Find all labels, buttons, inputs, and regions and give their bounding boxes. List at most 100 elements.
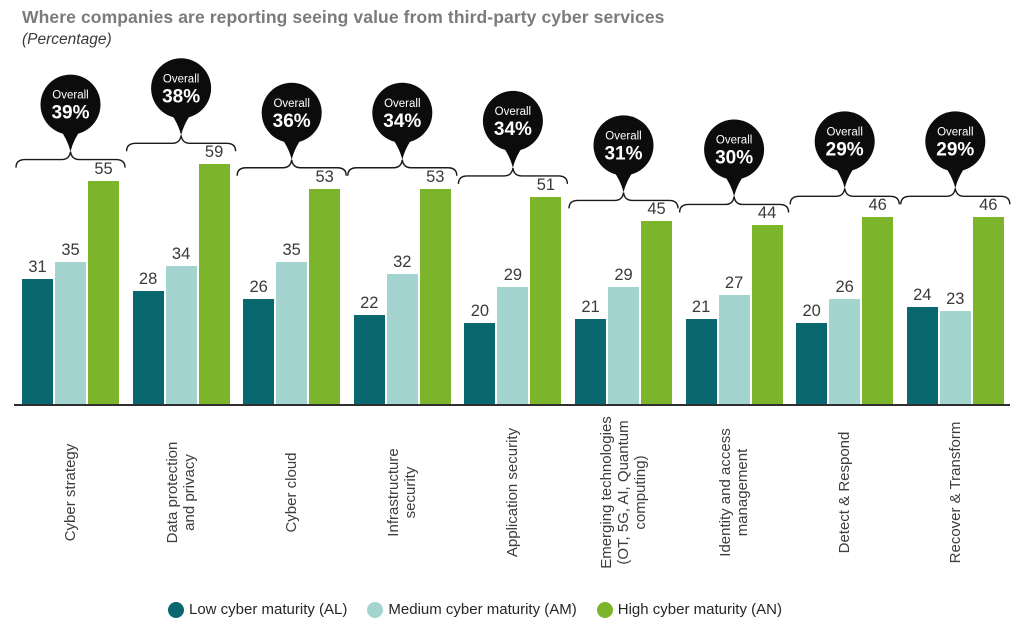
overall-value-group7: 30% bbox=[715, 147, 753, 168]
x-axis-label-group2: Data protection and privacy bbox=[164, 441, 199, 544]
x-axis-label-group1: Cyber strategy bbox=[62, 443, 79, 542]
bar-medium-group8 bbox=[829, 298, 861, 405]
legend: Low cyber maturity (AL) Medium cyber mat… bbox=[168, 601, 782, 618]
value-label-medium-group6: 29 bbox=[614, 265, 633, 284]
value-label-medium-group5: 29 bbox=[503, 265, 523, 284]
bar-chart: Overall 39% Overall 38% Overall 36% Overall 34%… bbox=[14, 58, 1011, 569]
bar-low-group5 bbox=[464, 323, 496, 405]
x-axis-label-group4: Infrastructure security bbox=[385, 448, 420, 537]
legend-label-low: Low cyber maturity (AL) bbox=[189, 601, 348, 618]
value-label-medium-group9: 23 bbox=[946, 290, 965, 309]
overall-caption-group7: Overall bbox=[716, 134, 752, 146]
value-label-low-group5: 20 bbox=[470, 302, 490, 321]
bar-high-group6 bbox=[641, 221, 672, 405]
overall-balloon-group4 bbox=[372, 82, 433, 143]
overall-caption-group8: Overall bbox=[826, 126, 862, 138]
overall-caption-group5: Overall bbox=[495, 106, 531, 118]
value-label-high-group8: 46 bbox=[868, 196, 887, 215]
legend-item-high: High cyber maturity (AN) bbox=[596, 601, 782, 618]
bar-medium-group2 bbox=[165, 266, 197, 405]
value-label-low-group3: 26 bbox=[249, 277, 268, 296]
x-axis-label-group3: Cyber cloud bbox=[283, 452, 301, 533]
value-label-high-group7: 44 bbox=[757, 204, 777, 223]
x-axis-label-group6: Emerging technologies (OT, 5G, AI, Quantu… bbox=[598, 416, 649, 569]
overall-value-group5: 34% bbox=[494, 119, 532, 140]
legend-swatch-high-icon bbox=[596, 601, 613, 618]
value-label-low-group4: 22 bbox=[360, 294, 379, 313]
overall-value-group1: 39% bbox=[51, 103, 89, 124]
overall-caption-group1: Overall bbox=[52, 90, 88, 102]
legend-label-high: High cyber maturity (AN) bbox=[617, 601, 782, 618]
value-label-high-group9: 46 bbox=[979, 196, 998, 215]
overall-value-group9: 29% bbox=[936, 139, 974, 160]
value-label-high-group1: 55 bbox=[94, 159, 113, 178]
bar-medium-group1 bbox=[55, 262, 86, 405]
overall-value-group6: 31% bbox=[604, 143, 642, 164]
x-axis-label-group8: Detect & Respond bbox=[836, 431, 854, 554]
bar-medium-group9 bbox=[939, 311, 971, 405]
value-label-high-group3: 53 bbox=[315, 167, 334, 186]
overall-balloon-group2 bbox=[151, 58, 212, 119]
bar-low-group1 bbox=[22, 278, 53, 405]
bar-medium-group6 bbox=[608, 286, 639, 405]
bar-high-group1 bbox=[88, 180, 119, 405]
bar-low-group4 bbox=[353, 315, 385, 405]
value-label-high-group5: 51 bbox=[536, 175, 556, 194]
bar-medium-group5 bbox=[497, 286, 529, 405]
legend-swatch-medium-icon bbox=[367, 601, 384, 618]
legend-item-low: Low cyber maturity (AL) bbox=[168, 601, 347, 618]
value-label-high-group2: 59 bbox=[204, 143, 224, 162]
bar-low-group9 bbox=[906, 307, 938, 405]
bar-high-group2 bbox=[198, 164, 230, 405]
overall-value-group8: 29% bbox=[826, 139, 864, 160]
bar-high-group9 bbox=[972, 217, 1004, 405]
value-label-high-group4: 53 bbox=[426, 167, 445, 186]
overall-value-group3: 36% bbox=[273, 111, 311, 132]
bar-high-group4 bbox=[419, 188, 451, 405]
value-label-medium-group4: 32 bbox=[393, 253, 412, 272]
value-label-low-group2: 28 bbox=[138, 269, 158, 288]
x-axis-label-group7: Identity and access management bbox=[717, 428, 752, 557]
value-label-medium-group8: 26 bbox=[835, 277, 854, 296]
overall-balloon-group6 bbox=[593, 115, 654, 176]
overall-balloon-group9 bbox=[925, 111, 986, 172]
bar-low-group7 bbox=[685, 319, 717, 405]
overall-caption-group2: Overall bbox=[163, 73, 199, 85]
overall-caption-group4: Overall bbox=[384, 98, 420, 110]
overall-caption-group9: Overall bbox=[937, 126, 973, 138]
overall-balloon-group3 bbox=[261, 82, 322, 143]
overall-caption-group6: Overall bbox=[605, 130, 641, 142]
overall-balloon-group8 bbox=[814, 111, 875, 172]
bar-low-group6 bbox=[575, 319, 606, 405]
bar-medium-group7 bbox=[718, 294, 750, 405]
value-label-low-group6: 21 bbox=[581, 298, 600, 317]
value-label-low-group1: 31 bbox=[28, 257, 47, 276]
overall-caption-group3: Overall bbox=[273, 98, 309, 110]
overall-balloon-group7 bbox=[704, 119, 765, 180]
bar-high-group3 bbox=[309, 188, 341, 405]
bar-medium-group4 bbox=[386, 274, 418, 405]
x-axis-line bbox=[14, 404, 1010, 406]
bar-low-group2 bbox=[132, 290, 164, 405]
value-label-medium-group1: 35 bbox=[61, 241, 80, 260]
x-axis-label-group9: Recover & Transform bbox=[946, 421, 964, 564]
x-axis-label-group5: Application security bbox=[504, 427, 522, 558]
value-label-medium-group3: 35 bbox=[282, 241, 301, 260]
legend-item-medium: Medium cyber maturity (AM) bbox=[367, 601, 577, 618]
bar-medium-group3 bbox=[276, 262, 308, 405]
chart-title: Where companies are reporting seeing val… bbox=[22, 7, 665, 27]
legend-swatch-low-icon bbox=[168, 601, 184, 618]
overall-balloon-group1 bbox=[40, 74, 101, 135]
bar-high-group8 bbox=[862, 217, 894, 405]
chart-subtitle: (Percentage) bbox=[22, 31, 112, 48]
bar-low-group8 bbox=[796, 323, 828, 405]
value-label-medium-group2: 34 bbox=[171, 245, 191, 264]
value-label-high-group6: 45 bbox=[647, 200, 666, 219]
legend-label-medium: Medium cyber maturity (AM) bbox=[388, 601, 577, 618]
overall-value-group2: 38% bbox=[162, 86, 200, 107]
value-label-low-group9: 24 bbox=[913, 286, 932, 305]
value-label-medium-group7: 27 bbox=[724, 273, 744, 292]
overall-value-group4: 34% bbox=[383, 111, 421, 132]
